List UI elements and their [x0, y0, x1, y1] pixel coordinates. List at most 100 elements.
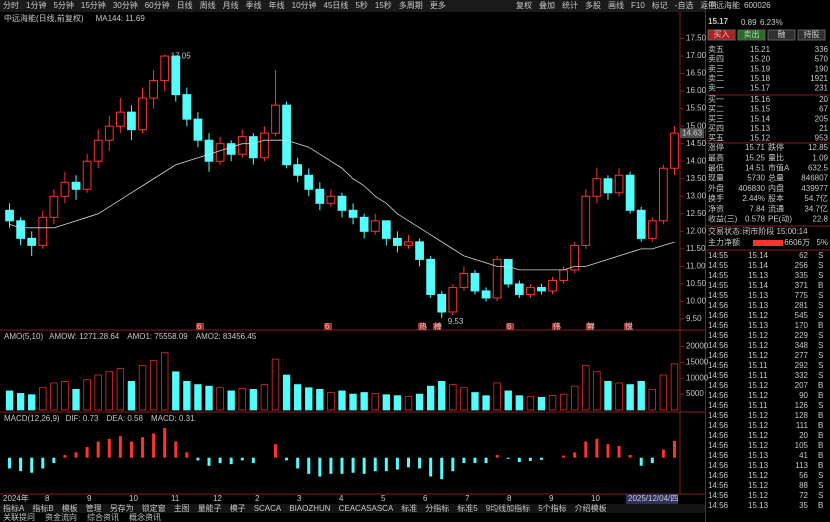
period-button[interactable]: 1分钟 — [26, 0, 46, 10]
trade-button-label[interactable]: 融 — [778, 29, 786, 39]
amo-bar — [449, 384, 457, 411]
indicator-tab[interactable]: SCACA — [254, 504, 282, 513]
indicator-tab[interactable]: 量能子 — [198, 503, 222, 513]
quote-price: 15.17 — [708, 17, 729, 26]
indicator-tab[interactable]: 另存为 — [110, 503, 134, 513]
amo-bar — [305, 387, 313, 411]
indicator-tab[interactable]: 指标A — [3, 503, 25, 513]
period-button[interactable]: 季线 — [246, 0, 262, 10]
trade-time: 14:55 — [708, 261, 729, 270]
bottom-link[interactable]: 资金流向 — [45, 512, 77, 522]
period-button[interactable]: 多周期 — [399, 0, 423, 10]
amo-bar — [138, 365, 147, 411]
date-label: 10 — [129, 494, 138, 503]
candle-body — [171, 55, 181, 96]
period-button[interactable]: 15分钟 — [81, 0, 106, 10]
indicator-tab[interactable]: BIAOZHUN — [289, 504, 331, 513]
trade-side: S — [818, 261, 823, 270]
tool-button[interactable]: 统计 — [562, 0, 578, 10]
bottom-link[interactable]: 概念资讯 — [129, 512, 161, 522]
period-button[interactable]: 更多 — [430, 0, 446, 10]
tool-button[interactable]: 复权 — [516, 0, 532, 10]
trade-time: 14:56 — [708, 391, 729, 400]
date-label: 4 — [339, 494, 344, 503]
amo-bar — [105, 371, 113, 411]
period-button[interactable]: 15秒 — [375, 0, 392, 10]
trade-volume: 229 — [795, 331, 809, 340]
y-tick-label: 10.00 — [686, 297, 707, 306]
indicator-tab[interactable]: 标准 — [401, 503, 417, 513]
tool-button[interactable]: 叠加 — [539, 0, 555, 10]
trade-time: 14:56 — [708, 421, 729, 430]
indicator-tab[interactable]: 模子 — [230, 503, 246, 513]
stat-label: 换手 — [708, 193, 724, 203]
date-label: 6 — [423, 494, 428, 503]
indicator-tab[interactable]: 5个指标 — [538, 503, 566, 513]
indicator-tab[interactable]: 标准5 — [457, 503, 478, 513]
bottom-link[interactable]: 综合资讯 — [87, 512, 119, 522]
indicator-tab[interactable]: 锁定窗 — [142, 503, 166, 513]
amo-bar — [338, 390, 346, 411]
trade-price: 15.12 — [748, 481, 769, 490]
candle-body — [393, 237, 402, 246]
bottom-link[interactable]: 关联提问 — [3, 512, 35, 522]
y-tick-label: 15000 — [686, 357, 709, 366]
trade-button[interactable] — [767, 29, 796, 41]
trade-volume: 281 — [795, 301, 809, 310]
trade-volume: 207 — [795, 381, 809, 390]
amo-bar — [293, 384, 302, 411]
tool-button[interactable]: F10 — [631, 1, 645, 10]
candle-body — [182, 94, 192, 120]
period-button[interactable]: 日线 — [177, 0, 193, 10]
trade-button[interactable] — [707, 29, 736, 41]
period-button[interactable]: 5秒 — [355, 0, 367, 10]
period-button[interactable]: 5分钟 — [53, 0, 73, 10]
period-button[interactable]: 60分钟 — [145, 0, 170, 10]
event-marker: 6 — [325, 322, 330, 331]
indicator-tab[interactable]: 分指标 — [425, 503, 449, 513]
indicator-tab[interactable]: 管理 — [86, 503, 102, 513]
tool-button[interactable]: 标记 — [652, 0, 668, 10]
amo-bar — [61, 381, 69, 411]
tool-button[interactable]: 多股 — [585, 0, 601, 10]
period-button[interactable]: 10分钟 — [292, 0, 317, 10]
amo-bar — [415, 393, 424, 411]
indicator-tab[interactable]: 模板 — [62, 503, 78, 513]
stat-value: 12.85 — [808, 143, 829, 152]
trade-button[interactable] — [797, 29, 826, 41]
trade-button-label[interactable]: 买入 — [714, 30, 730, 39]
period-button[interactable]: 年线 — [269, 0, 285, 10]
amo-bar — [316, 388, 324, 411]
trade-button-label[interactable]: 卖出 — [744, 29, 760, 39]
period-button[interactable]: 30分钟 — [113, 0, 138, 10]
date-label: 9 — [549, 494, 554, 503]
book-level: 买三 — [708, 114, 724, 123]
candle-body — [537, 286, 546, 292]
trade-time: 14:56 — [708, 311, 729, 320]
indicator-tab[interactable]: 指标B — [32, 503, 53, 513]
period-button[interactable]: 45日线 — [324, 0, 349, 10]
indicator-tab[interactable]: 主图 — [174, 503, 190, 513]
candle-body — [437, 293, 447, 313]
trade-button[interactable] — [737, 29, 766, 41]
period-button[interactable]: 月线 — [223, 0, 239, 10]
tool-button[interactable]: 返回 — [700, 1, 716, 10]
trade-volume: 41 — [799, 451, 808, 460]
stat-value: 15.25 — [745, 153, 766, 162]
amo-bar — [205, 385, 213, 411]
indicator-tab[interactable]: 介绍模板 — [575, 503, 607, 513]
tool-button[interactable]: -自选 — [675, 0, 694, 10]
y-tick-label: 13.00 — [686, 191, 707, 200]
trade-side: S — [818, 291, 823, 300]
indicator-tab[interactable]: CEACASASCA — [339, 504, 394, 513]
period-button[interactable]: 周线 — [200, 0, 216, 10]
tool-button[interactable]: 画线 — [608, 0, 624, 10]
event-marker-box — [433, 323, 441, 330]
period-button[interactable]: 分时 — [3, 0, 19, 10]
trade-side: B — [818, 431, 823, 440]
trade-button-label[interactable]: 持股 — [804, 29, 820, 39]
candle-body — [293, 164, 303, 176]
trade-side: S — [818, 401, 823, 410]
indicator-tab[interactable]: 9均线加指标 — [486, 503, 530, 513]
